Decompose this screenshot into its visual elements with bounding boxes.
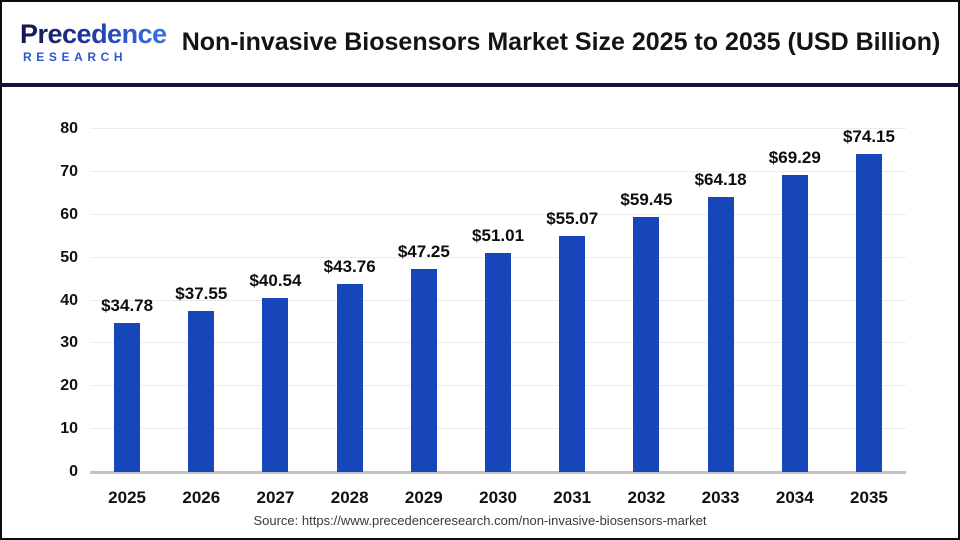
gridline bbox=[90, 213, 906, 215]
bar-value-label: $55.07 bbox=[546, 208, 599, 228]
y-axis-tick-label: 70 bbox=[60, 162, 78, 180]
x-axis-tick-label: 2029 bbox=[404, 488, 443, 507]
x-axis-tick-label: 2033 bbox=[701, 488, 740, 507]
bar-2035 bbox=[855, 154, 882, 472]
y-axis-tick-label: 30 bbox=[60, 334, 78, 352]
x-axis-tick-label: 2026 bbox=[182, 488, 221, 507]
x-axis-tick-label: 2025 bbox=[108, 488, 147, 507]
header-divider bbox=[0, 83, 960, 87]
bar-group-2030: $51.01 2030 bbox=[461, 129, 535, 507]
gridline bbox=[90, 128, 906, 129]
bar-value-label: $40.54 bbox=[249, 271, 302, 291]
x-axis-line bbox=[90, 471, 906, 474]
logo-subtext: RESEARCH bbox=[23, 50, 128, 64]
x-axis-tick-label: 2032 bbox=[627, 488, 666, 507]
bar-2034 bbox=[781, 174, 808, 472]
y-axis-tick-label: 10 bbox=[60, 420, 78, 438]
bar-group-2031: $55.07 2031 bbox=[535, 129, 609, 507]
bar-group-2027: $40.54 2027 bbox=[238, 129, 312, 507]
logo-wordmark: Precedence bbox=[20, 20, 174, 48]
plot-area: 0 10 20 30 40 50 60 70 80 $34.78 2025 $37.55 2026 $40… bbox=[60, 120, 906, 507]
source-text: Source: https://www.precedenceresearch.c… bbox=[253, 513, 707, 528]
bar-2025 bbox=[114, 322, 141, 472]
bar-2031 bbox=[559, 235, 586, 472]
y-axis-tick-label: 50 bbox=[60, 248, 78, 266]
chart-title: Non-invasive Biosensors Market Size 2025… bbox=[181, 27, 941, 56]
bar-value-label: $51.01 bbox=[472, 226, 525, 246]
bar-value-label: $64.18 bbox=[694, 169, 747, 189]
x-axis-tick-label: 2031 bbox=[553, 488, 592, 507]
y-axis-tick-label: 0 bbox=[69, 463, 78, 480]
x-axis-tick-label: 2027 bbox=[256, 488, 295, 507]
y-axis-tick-label: 20 bbox=[60, 377, 78, 395]
x-axis-tick-label: 2028 bbox=[330, 488, 369, 507]
bar-group-2034: $69.29 2034 bbox=[758, 129, 832, 507]
bar-value-label: $47.25 bbox=[397, 242, 450, 262]
x-axis-tick-label: 2034 bbox=[775, 488, 814, 507]
bar-group-2028: $43.76 2028 bbox=[313, 129, 387, 507]
header: Precedence RESEARCH Non-invasive Biosens… bbox=[2, 2, 958, 82]
bar-group-2035: $74.15 2035 bbox=[832, 127, 906, 507]
bar-group-2026: $37.55 2026 bbox=[164, 129, 238, 507]
bar-value-label: $74.15 bbox=[842, 127, 895, 147]
gridline bbox=[90, 170, 906, 172]
bar-group-2032: $59.45 2032 bbox=[609, 129, 683, 507]
bar-value-label: $37.55 bbox=[175, 284, 228, 304]
bar-group-2029: $47.25 2029 bbox=[387, 129, 461, 507]
bar-value-label: $59.45 bbox=[620, 190, 673, 210]
bar-value-label: $34.78 bbox=[101, 295, 154, 315]
y-axis-tick-label: 60 bbox=[60, 205, 78, 223]
y-axis-tick-label: 80 bbox=[60, 120, 78, 137]
x-axis-tick-label: 2030 bbox=[479, 488, 517, 507]
y-axis-tick-label: 40 bbox=[60, 291, 78, 309]
bar-2029 bbox=[410, 269, 437, 472]
bar-2026 bbox=[188, 311, 215, 472]
bar-2033 bbox=[707, 196, 734, 472]
bar-value-label: $43.76 bbox=[323, 257, 376, 277]
bar-group-2025: $34.78 2025 bbox=[90, 129, 164, 507]
bar-value-label: $69.29 bbox=[768, 147, 821, 167]
bar-series: $34.78 2025 $37.55 2026 $40.54 2027 $43.76 2028… bbox=[90, 127, 906, 507]
bar-2030 bbox=[485, 253, 512, 472]
bar-2028 bbox=[336, 284, 363, 472]
bar-group-2033: $64.18 2033 bbox=[684, 129, 758, 507]
x-axis-tick-label: 2035 bbox=[850, 488, 888, 507]
bar-2032 bbox=[633, 217, 660, 472]
bar-2027 bbox=[262, 298, 289, 472]
brand-logo: Precedence RESEARCH bbox=[2, 20, 174, 64]
